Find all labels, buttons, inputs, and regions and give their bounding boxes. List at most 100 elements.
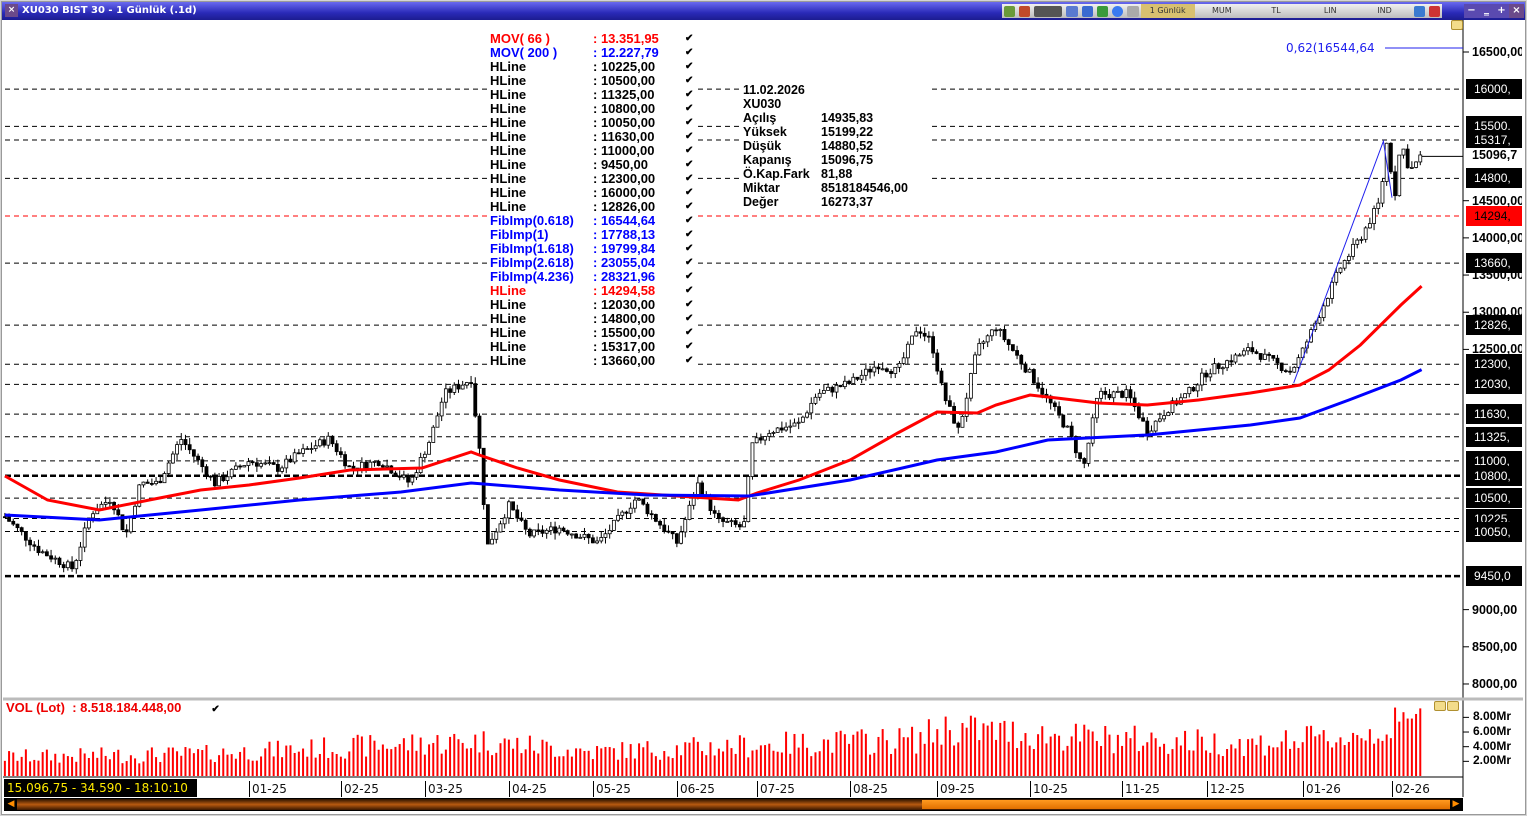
- pane-toggle-button[interactable]: [1451, 20, 1463, 30]
- candle: [65, 561, 70, 569]
- candle: [1191, 387, 1196, 392]
- candle: [435, 415, 440, 428]
- candle: [599, 537, 604, 542]
- visibility-check-icon[interactable]: ✔: [685, 61, 694, 72]
- time-axis-label: 11-25: [1122, 781, 1160, 797]
- volume-bar: [986, 725, 989, 776]
- volume-bar: [222, 748, 225, 776]
- candle: [401, 474, 406, 478]
- candle: [1103, 390, 1108, 395]
- window-icon[interactable]: [1034, 5, 1063, 17]
- visibility-check-icon[interactable]: ✔: [685, 173, 694, 184]
- legend-value: : 12826,00: [593, 199, 656, 214]
- scroll-left-icon[interactable]: ◀: [5, 799, 17, 810]
- visibility-check-icon[interactable]: ✔: [685, 257, 694, 268]
- candle: [145, 481, 150, 484]
- visibility-check-icon[interactable]: ✔: [685, 75, 694, 86]
- info-value: 81,88: [821, 167, 853, 181]
- volume-bar: [197, 749, 200, 776]
- candle: [23, 531, 28, 541]
- visibility-check-icon[interactable]: ✔: [685, 229, 694, 240]
- candle: [1031, 369, 1036, 384]
- volume-bar: [394, 746, 397, 776]
- candle: [502, 517, 507, 525]
- visibility-check-icon[interactable]: ✔: [685, 145, 694, 156]
- color-icon[interactable]: [1019, 5, 1031, 17]
- maximize-button[interactable]: +: [1494, 4, 1509, 18]
- visibility-check-icon[interactable]: ✔: [685, 355, 694, 366]
- visibility-check-icon[interactable]: ✔: [685, 187, 694, 198]
- volume-bar: [113, 752, 116, 776]
- visibility-check-icon[interactable]: ✔: [685, 131, 694, 142]
- legend-name: HLine: [490, 59, 527, 74]
- legend-row: HLine: 9450,00 ✔: [490, 158, 697, 172]
- volume-bar: [524, 749, 527, 776]
- visibility-check-icon[interactable]: ✔: [685, 341, 694, 352]
- legend-value: : 14294,58: [593, 283, 656, 298]
- visibility-check-icon[interactable]: ✔: [685, 47, 694, 58]
- candle: [1313, 322, 1318, 330]
- volume-bar: [1226, 749, 1229, 776]
- tab-indicators[interactable]: IND: [1377, 6, 1392, 15]
- volume-bar: [1389, 738, 1392, 776]
- visibility-check-icon[interactable]: ✔: [685, 243, 694, 254]
- candle: [406, 474, 410, 483]
- tab-scale[interactable]: LIN: [1323, 6, 1337, 15]
- scrollbar-thumb[interactable]: [922, 800, 1450, 809]
- minimize-button[interactable]: −: [1464, 4, 1479, 18]
- arrow-icon[interactable]: [1413, 5, 1425, 17]
- close-button[interactable]: ×: [1509, 4, 1524, 18]
- volume-pane-toggle-button[interactable]: [1434, 701, 1446, 711]
- candle: [792, 422, 797, 427]
- visibility-check-icon[interactable]: ✔: [685, 313, 694, 324]
- visibility-check-icon[interactable]: ✔: [685, 215, 694, 226]
- candle: [44, 551, 49, 557]
- scroll-right-icon[interactable]: ▶: [1450, 799, 1462, 810]
- visibility-check-icon[interactable]: ✔: [685, 159, 694, 170]
- candle: [393, 472, 398, 477]
- time-scrollbar[interactable]: ◀ ▶: [4, 798, 1463, 811]
- candle: [876, 366, 881, 370]
- chart-icon[interactable]: [1081, 5, 1093, 17]
- candle: [842, 380, 847, 388]
- tab-chart-type[interactable]: MUM: [1212, 6, 1232, 15]
- visibility-check-icon[interactable]: ✔: [685, 89, 694, 100]
- table-icon[interactable]: [1066, 5, 1078, 17]
- visibility-check-icon[interactable]: ✔: [685, 327, 694, 338]
- volume-bar: [62, 753, 65, 776]
- visibility-check-icon[interactable]: ✔: [685, 271, 694, 282]
- volume-pane-close-button[interactable]: [1447, 701, 1459, 711]
- volume-bar: [932, 742, 935, 776]
- visibility-check-icon[interactable]: ✔: [685, 299, 694, 310]
- candle: [1115, 390, 1120, 393]
- visibility-check-icon[interactable]: ✔: [685, 201, 694, 212]
- candle: [242, 465, 247, 468]
- volume-bar: [365, 756, 368, 776]
- volume-bar: [201, 750, 204, 776]
- volume-bar: [58, 762, 61, 776]
- visibility-check-icon[interactable]: ✔: [685, 103, 694, 114]
- tools-icon[interactable]: [1428, 5, 1441, 17]
- visibility-check-icon[interactable]: ✔: [685, 285, 694, 296]
- tab-period[interactable]: 1 Günlük: [1140, 4, 1195, 18]
- candle: [947, 400, 952, 407]
- volume-check-icon[interactable]: ✔: [211, 704, 220, 715]
- move-icon[interactable]: [1112, 5, 1124, 17]
- volume-bar: [995, 739, 998, 776]
- candle: [1069, 425, 1074, 437]
- wave-icon[interactable]: [1127, 5, 1139, 17]
- candle: [414, 472, 419, 478]
- close-chart-button[interactable]: ×: [5, 4, 18, 17]
- visibility-check-icon[interactable]: ✔: [685, 33, 694, 44]
- info-row: Miktar 8518184546,00: [743, 181, 908, 195]
- volume-bar: [289, 745, 292, 776]
- volume-bar: [276, 740, 279, 776]
- settings-icon[interactable]: [1004, 5, 1016, 17]
- pencil-icon[interactable]: [1096, 5, 1109, 17]
- candle: [1061, 414, 1066, 428]
- candle: [750, 442, 755, 477]
- restore-button[interactable]: ‗: [1479, 4, 1494, 18]
- tab-currency[interactable]: TL: [1271, 6, 1281, 15]
- visibility-check-icon[interactable]: ✔: [685, 117, 694, 128]
